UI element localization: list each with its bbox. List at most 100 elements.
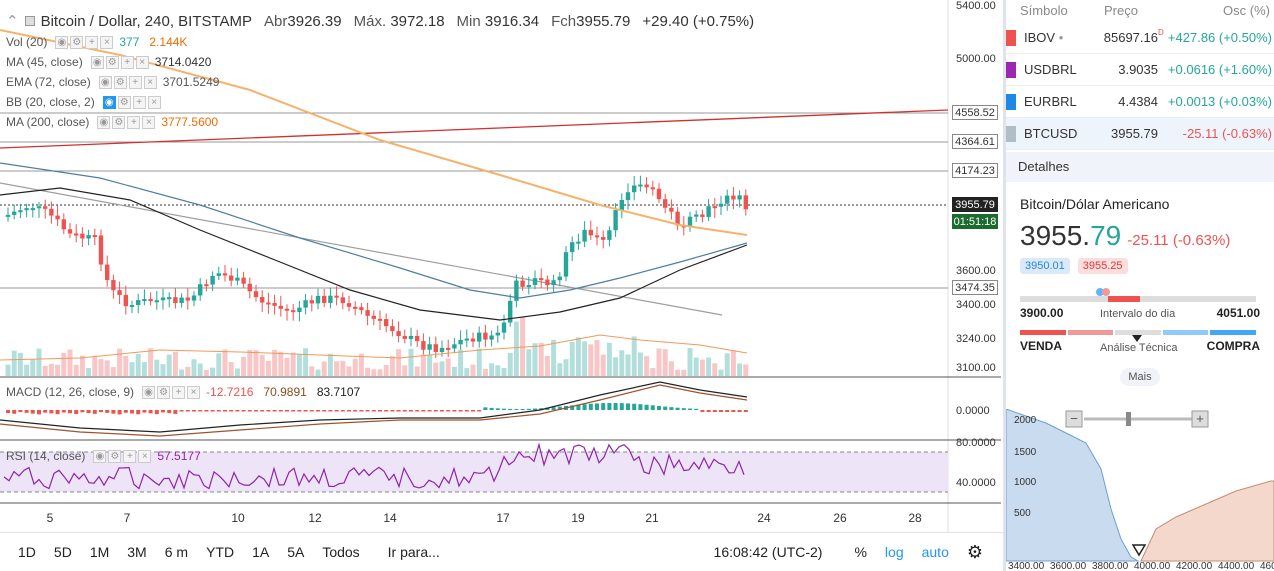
time-axis-label: 24 (757, 511, 771, 525)
close-stat: Fch3955.79 (551, 12, 631, 30)
add-icon[interactable]: + (172, 385, 186, 399)
indicator-buttons[interactable]: ◉ ⚙ + × (102, 95, 161, 109)
indicator-legend[interactable]: Vol (20) ◉ ⚙ + × 377 2.144K (6, 34, 197, 50)
candle-body (706, 206, 711, 217)
range-1d[interactable]: 1D (18, 544, 36, 560)
technical-analysis-gauge[interactable]: VENDA Análise Técnica COMPRA (1020, 330, 1260, 360)
gear-icon[interactable]: ⚙ (966, 541, 983, 562)
macd-hist-bar (688, 408, 692, 410)
candle-body (514, 280, 519, 301)
eye-icon[interactable]: ◉ (98, 75, 112, 89)
volume-bar (730, 350, 736, 376)
eye-icon[interactable]: ◉ (97, 115, 111, 129)
add-icon[interactable]: + (123, 449, 137, 463)
more-button[interactable]: Mais (1120, 368, 1160, 386)
price-chart-svg[interactable]: 5400.00 5000.00 3600.00 3400.00 3240.00 3100.… (0, 0, 1003, 532)
svg-text:+: + (1196, 411, 1204, 426)
indicator-legend[interactable]: BB (20, close, 2) ◉ ⚙ + × (6, 94, 167, 110)
candle-body (24, 208, 29, 211)
candle-body (55, 215, 60, 220)
volume-bar (371, 369, 377, 376)
macd-legend[interactable]: MACD (12, 26, close, 9) ◉ ⚙ + × -12.7216 70… (6, 384, 370, 400)
settings-icon[interactable]: ⚙ (105, 55, 119, 69)
range-6m[interactable]: 6 m (164, 544, 189, 560)
clock-display[interactable]: 16:08:42 (UTC-2) (713, 544, 823, 560)
eye-icon[interactable]: ◉ (55, 35, 69, 49)
close-icon[interactable]: × (135, 55, 149, 69)
depth-x-label: 3400.00 (1008, 561, 1045, 571)
eye-icon[interactable]: ◉ (90, 55, 104, 69)
settings-icon[interactable]: ⚙ (113, 75, 127, 89)
symbol-title[interactable]: Bitcoin / Dollar, 240, BITSTAMP (40, 12, 253, 30)
zoom-in-button[interactable] (1191, 410, 1209, 428)
collapse-chevron-icon[interactable]: ⌃ (6, 13, 19, 30)
indicator-legend[interactable]: EMA (72, close) ◉ ⚙ + × 3701.5249 (6, 74, 229, 90)
rsi-legend[interactable]: RSI (14, close) ◉ ⚙ + × 57.5177 (6, 448, 211, 464)
indicator-label: EMA (72, close) (6, 75, 91, 89)
add-icon[interactable]: + (85, 35, 99, 49)
eye-icon[interactable]: ◉ (142, 385, 156, 399)
indicator-buttons[interactable]: ◉ ⚙ + × (98, 75, 157, 89)
log-scale-button[interactable]: log (884, 544, 904, 560)
range-ytd[interactable]: YTD (206, 544, 235, 560)
watchlist-row[interactable]: IBOV • 85697.16 D +427.86 (+0.50%) (1006, 22, 1274, 54)
settings-icon[interactable]: ⚙ (112, 115, 126, 129)
volume-bar (315, 369, 321, 376)
rsi-legend-buttons[interactable]: ◉ ⚙ + × (93, 449, 152, 463)
range-3m[interactable]: 3M (127, 544, 147, 560)
indicator-legend[interactable]: MA (45, close) ◉ ⚙ + × 3714.0420 (6, 54, 221, 70)
candlestick-series (5, 175, 748, 359)
settings-icon[interactable]: ⚙ (108, 449, 122, 463)
low-stat: Min 3916.34 (456, 12, 540, 30)
add-icon[interactable]: + (127, 115, 141, 129)
indicator-buttons[interactable]: ◉ ⚙ + × (55, 35, 114, 49)
close-icon[interactable]: × (142, 115, 156, 129)
col-price[interactable]: Preço (1104, 3, 1138, 18)
eye-icon[interactable]: ◉ (102, 95, 116, 109)
goto-date-button[interactable]: Ir para... (387, 544, 440, 560)
settings-icon[interactable]: ⚙ (70, 35, 84, 49)
symbol-flag-icon (1006, 126, 1016, 142)
auto-scale-button[interactable]: auto (921, 544, 949, 560)
details-section-title[interactable]: Detalhes (1006, 152, 1274, 182)
macd-hist-bar (347, 410, 351, 412)
candle-body (718, 203, 724, 207)
indicator-legend[interactable]: MA (200, close) ◉ ⚙ + × 3777.5600 (6, 114, 228, 130)
close-icon[interactable]: × (147, 95, 161, 109)
range-1a[interactable]: 1A (252, 544, 270, 560)
close-icon[interactable]: × (138, 449, 152, 463)
percent-scale-button[interactable]: % (854, 544, 867, 560)
add-icon[interactable]: + (132, 95, 146, 109)
close-icon[interactable]: × (100, 35, 114, 49)
candle-body (123, 294, 128, 307)
watchlist-row[interactable]: BTCUSD 3955.79 -25.11 (-0.63%) (1006, 118, 1274, 150)
candle-body (464, 338, 469, 341)
indicator-buttons[interactable]: ◉ ⚙ + × (90, 55, 149, 69)
add-icon[interactable]: + (120, 55, 134, 69)
depth-chart[interactable]: − +2000 1500 1000 500 3400.00 3600.00 3800.00 40… (1006, 409, 1274, 571)
zoom-out-button[interactable] (1065, 410, 1083, 428)
range-5d[interactable]: 5D (53, 544, 72, 560)
indicator-buttons[interactable]: ◉ ⚙ + × (97, 115, 156, 129)
right-panel: Símbolo Preço Osc (%) IBOV • 85697.16 D +42… (1003, 0, 1274, 571)
close-icon[interactable]: × (187, 385, 201, 399)
add-icon[interactable]: + (128, 75, 142, 89)
eye-icon[interactable]: ◉ (93, 449, 107, 463)
settings-icon[interactable]: ⚙ (117, 95, 131, 109)
candle-body (191, 295, 197, 301)
watchlist-row[interactable]: EURBRL 4.4384 +0.0013 (+0.03%) (1006, 86, 1274, 118)
col-change[interactable]: Osc (%) (1223, 3, 1270, 18)
range-5a[interactable]: 5A (287, 544, 305, 560)
candle-body (607, 230, 612, 240)
macd-legend-buttons[interactable]: ◉ ⚙ + × (142, 385, 201, 399)
chart-area[interactable]: 5400.00 5000.00 3600.00 3400.00 3240.00 3100.… (0, 0, 1003, 532)
zoom-handle[interactable] (1126, 412, 1131, 426)
volume-bar (532, 343, 538, 376)
col-symbol[interactable]: Símbolo (1020, 3, 1068, 18)
range-all[interactable]: Todos (322, 544, 360, 560)
close-icon[interactable]: × (143, 75, 157, 89)
range-1m[interactable]: 1M (89, 544, 110, 560)
settings-icon[interactable]: ⚙ (157, 385, 171, 399)
watchlist-row[interactable]: USDBRL 3.9035 +0.0616 (+1.60%) (1006, 54, 1274, 86)
volume-bar (482, 368, 488, 376)
